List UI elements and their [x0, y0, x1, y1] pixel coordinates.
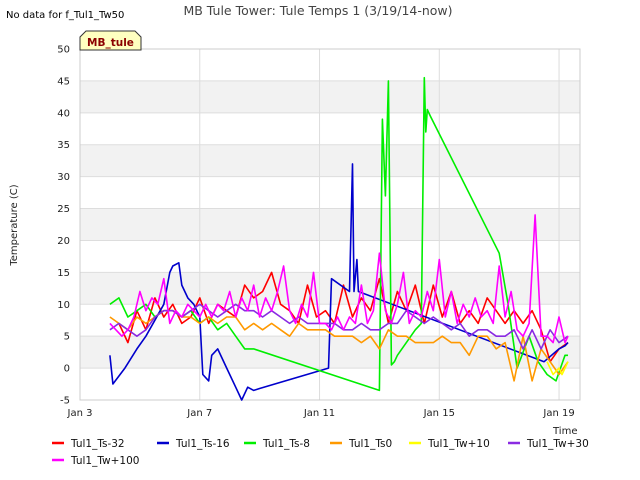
- legend-label: Tul1_Ts-8: [262, 438, 310, 450]
- plot-band: [80, 240, 580, 273]
- x-tick-label: Jan 11: [303, 408, 335, 419]
- legend-label: Tul1_Ts-32: [70, 438, 125, 450]
- legend-item: Tul1_Ts-32: [52, 438, 125, 450]
- y-tick-label: 10: [57, 300, 70, 311]
- y-tick-label: 25: [57, 204, 70, 215]
- legend-label: Tul1_Tw+30: [526, 438, 589, 450]
- plot-band: [80, 144, 580, 177]
- plot-band: [80, 112, 580, 145]
- plot-background: [80, 49, 580, 400]
- plot-band: [80, 176, 580, 209]
- legend-label: Tul1_Tw+100: [70, 455, 139, 467]
- y-tick-label: 5: [64, 332, 70, 343]
- plot-band: [80, 368, 580, 400]
- y-axis-ticks: -5 0 5 10 15 20 25 30 35 40 45 50: [57, 45, 70, 407]
- series-line-tul1-ts-16: [109, 163, 569, 401]
- x-tick-label: Jan 3: [67, 408, 93, 419]
- plot-frame: [79, 48, 581, 401]
- x-axis-ticks: Jan 3 Jan 7 Jan 11 Jan 15 Jan 19: [67, 408, 575, 419]
- y-tick-label: 15: [57, 268, 70, 279]
- y-tick-label: -5: [60, 396, 70, 407]
- legend-label: Tul1_Ts-16: [175, 438, 230, 450]
- chart-title: MB Tule Tower: Tule Temps 1 (3/19/14-now…: [183, 3, 452, 18]
- no-data-note: No data for f_Tul1_Tw50: [6, 10, 124, 21]
- legend-item: Tul1_Ts-8: [244, 438, 310, 450]
- x-tick-label: Jan 7: [186, 408, 212, 419]
- legend: Tul1_Ts-32 Tul1_Ts-16 Tul1_Ts-8 Tul1_Ts0 Tul…: [52, 438, 589, 467]
- y-tick-label: 35: [57, 140, 70, 151]
- plot-band: [80, 49, 580, 81]
- y-tick-label: 40: [57, 108, 70, 119]
- legend-label: Tul1_Ts0: [348, 438, 392, 450]
- y-tick-label: 45: [57, 76, 70, 87]
- series-lines: [109, 76, 569, 401]
- series-line-tul1-tw-100: [109, 214, 569, 344]
- series-line-tul1-tw-30: [109, 303, 569, 350]
- legend-item: Tul1_Ts0: [330, 438, 392, 450]
- series-line-tul1-tw-10: [546, 361, 569, 376]
- x-axis-label: Time: [552, 426, 577, 437]
- station-badge-label: MB_tule: [87, 37, 134, 49]
- y-tick-label: 0: [64, 364, 70, 375]
- legend-item: Tul1_Tw+100: [52, 455, 139, 467]
- y-axis-label: Temperature (C): [9, 184, 20, 266]
- plot-band: [80, 80, 580, 113]
- y-tick-label: 30: [57, 172, 70, 183]
- x-tick-label: Jan 15: [423, 408, 455, 419]
- x-tick-label: Jan 19: [542, 408, 574, 419]
- legend-item: Tul1_Tw+10: [409, 438, 490, 450]
- y-tick-label: 20: [57, 236, 70, 247]
- legend-label: Tul1_Tw+10: [427, 438, 490, 450]
- station-badge-shape: [79, 30, 142, 51]
- legend-item: Tul1_Tw+30: [508, 438, 589, 450]
- series-line-tul1-ts0: [109, 309, 569, 382]
- legend-item: Tul1_Ts-16: [157, 438, 230, 450]
- station-badge: MB_tule: [79, 30, 142, 51]
- y-tick-label: 50: [57, 45, 70, 56]
- plot-band: [80, 208, 580, 241]
